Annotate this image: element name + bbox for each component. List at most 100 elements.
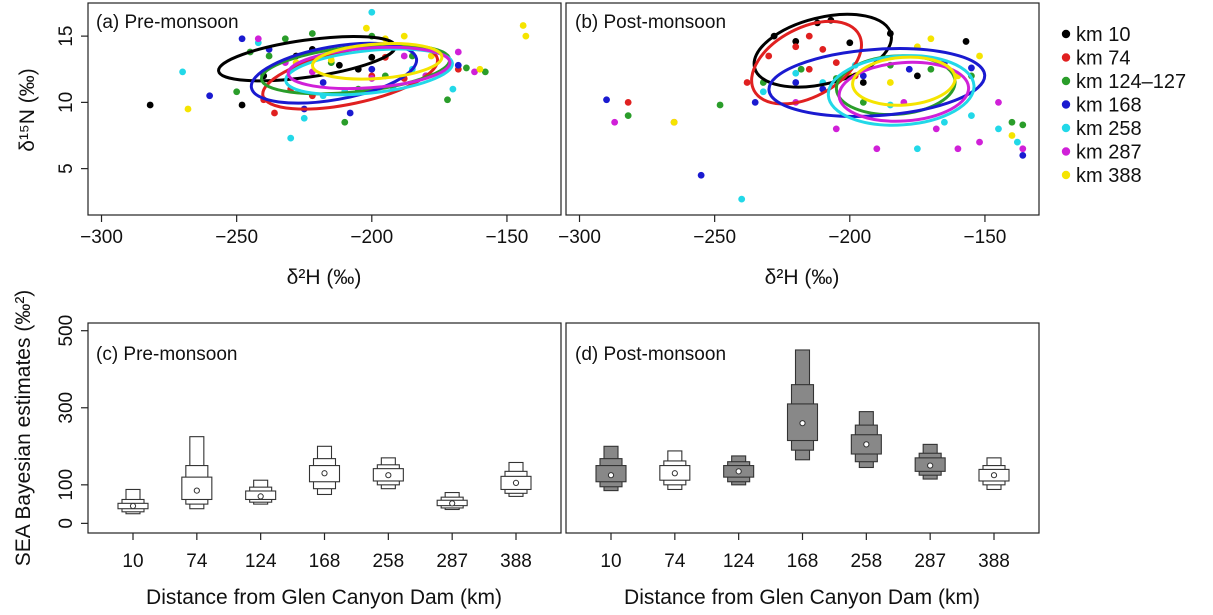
point-b [976,52,983,60]
point-b [927,65,935,73]
x-tick-label-c: 388 [500,551,532,572]
point-b [611,118,619,126]
box-mode-c [512,479,520,487]
point-b [1013,138,1021,146]
panel-d-xlabel: Distance from Glen Canyon Dam (km) [624,586,980,609]
point-b [738,195,746,203]
x-tick-label-b: −150 [964,227,1007,248]
point-b [603,96,610,104]
point-b [1019,121,1027,129]
point-a [271,109,278,117]
point-a [476,65,484,73]
point-a [206,92,214,100]
y-tick-label-c: 500 [56,315,77,347]
box-mode-c [257,493,264,500]
legend-label: km 74 [1076,48,1130,70]
legend-label: km 168 [1076,95,1142,117]
x-tick-label-a: −250 [215,227,258,248]
point-a [265,52,273,60]
point-a [335,61,343,69]
box-mode-c [385,472,392,479]
point-b [1008,118,1016,126]
x-tick-label-a: −200 [350,227,393,248]
legend-marker [1061,147,1071,156]
point-b [805,65,813,73]
ellipse-b [826,54,976,127]
x-tick-label-b: −300 [558,227,601,248]
y-tick-label-a: 5 [56,163,77,174]
ellipse-a [286,45,452,91]
point-a [238,35,246,43]
point-a [368,8,376,16]
panel-c-label: (c) Pre-monsoon [96,344,238,365]
box-mode-c [449,500,456,507]
x-tick-label-c: 124 [245,551,277,572]
x-tick-label-b: −250 [693,227,736,248]
point-a [179,68,187,76]
box-mode-d [927,462,934,469]
panel-a-xlabel: δ²H (‰) [287,266,362,289]
chart-marks: −300 −250 −200 −150 5 10 15 −300 −250 −200 −150 0 10… [56,8,1027,572]
panel-a-label: (a) Pre-monsoon [96,12,239,33]
point-a [146,101,154,109]
ellipse-a [310,42,444,81]
point-b [819,45,827,53]
point-b [624,98,632,106]
point-b [1019,151,1027,159]
box-mode-d [863,441,870,448]
box-mode-d [735,468,742,475]
legend-marker [1061,29,1071,39]
point-a [319,79,327,86]
x-tick-label-d: 74 [664,551,686,572]
point-b [927,35,935,43]
x-tick-label-c: 168 [309,551,341,572]
point-a [233,88,241,96]
point-b [995,98,1002,106]
x-tick-label-d: 388 [978,551,1010,572]
x-tick-label-d: 10 [600,551,621,572]
point-a [519,22,527,29]
point-b [792,38,800,45]
point-b [941,118,948,126]
y-tick-label-c: 300 [56,392,77,424]
point-a [522,32,530,40]
x-tick-label-c: 74 [186,551,208,572]
box-mode-d [607,472,615,479]
x-tick-label-a: −150 [486,227,529,248]
point-b [954,145,962,153]
point-b [968,64,975,72]
point-a [254,35,262,43]
point-b [716,101,724,109]
point-a [184,105,192,113]
point-b [962,38,970,45]
point-b [886,79,894,86]
legend-label: km 388 [1076,165,1142,187]
point-a [444,96,451,104]
x-tick-label-c: 287 [436,551,468,572]
point-b [913,72,921,80]
point-b [751,98,759,106]
panel-c-xlabel: Distance from Glen Canyon Dam (km) [146,586,502,609]
point-b [765,52,773,60]
point-a [287,134,295,142]
point-a [471,68,478,76]
legend-label: km 287 [1076,142,1142,164]
box-mode-c [321,470,328,477]
y-tick-label-c: 0 [56,518,77,529]
point-b [968,112,975,120]
point-b [846,39,854,47]
point-b [859,72,867,80]
point-b [995,125,1002,133]
panel-b-xlabel: δ²H (‰) [765,266,840,289]
x-tick-label-d: 124 [723,551,755,572]
point-a [368,53,376,61]
ellipse-b [767,47,987,118]
legend-marker [1061,123,1071,133]
point-b [976,138,983,146]
point-b [743,79,751,86]
box-mode-c [193,487,200,494]
bottom-ylabel: SEA Bayesian estimates (‰²) [12,290,35,567]
point-b [792,79,800,86]
